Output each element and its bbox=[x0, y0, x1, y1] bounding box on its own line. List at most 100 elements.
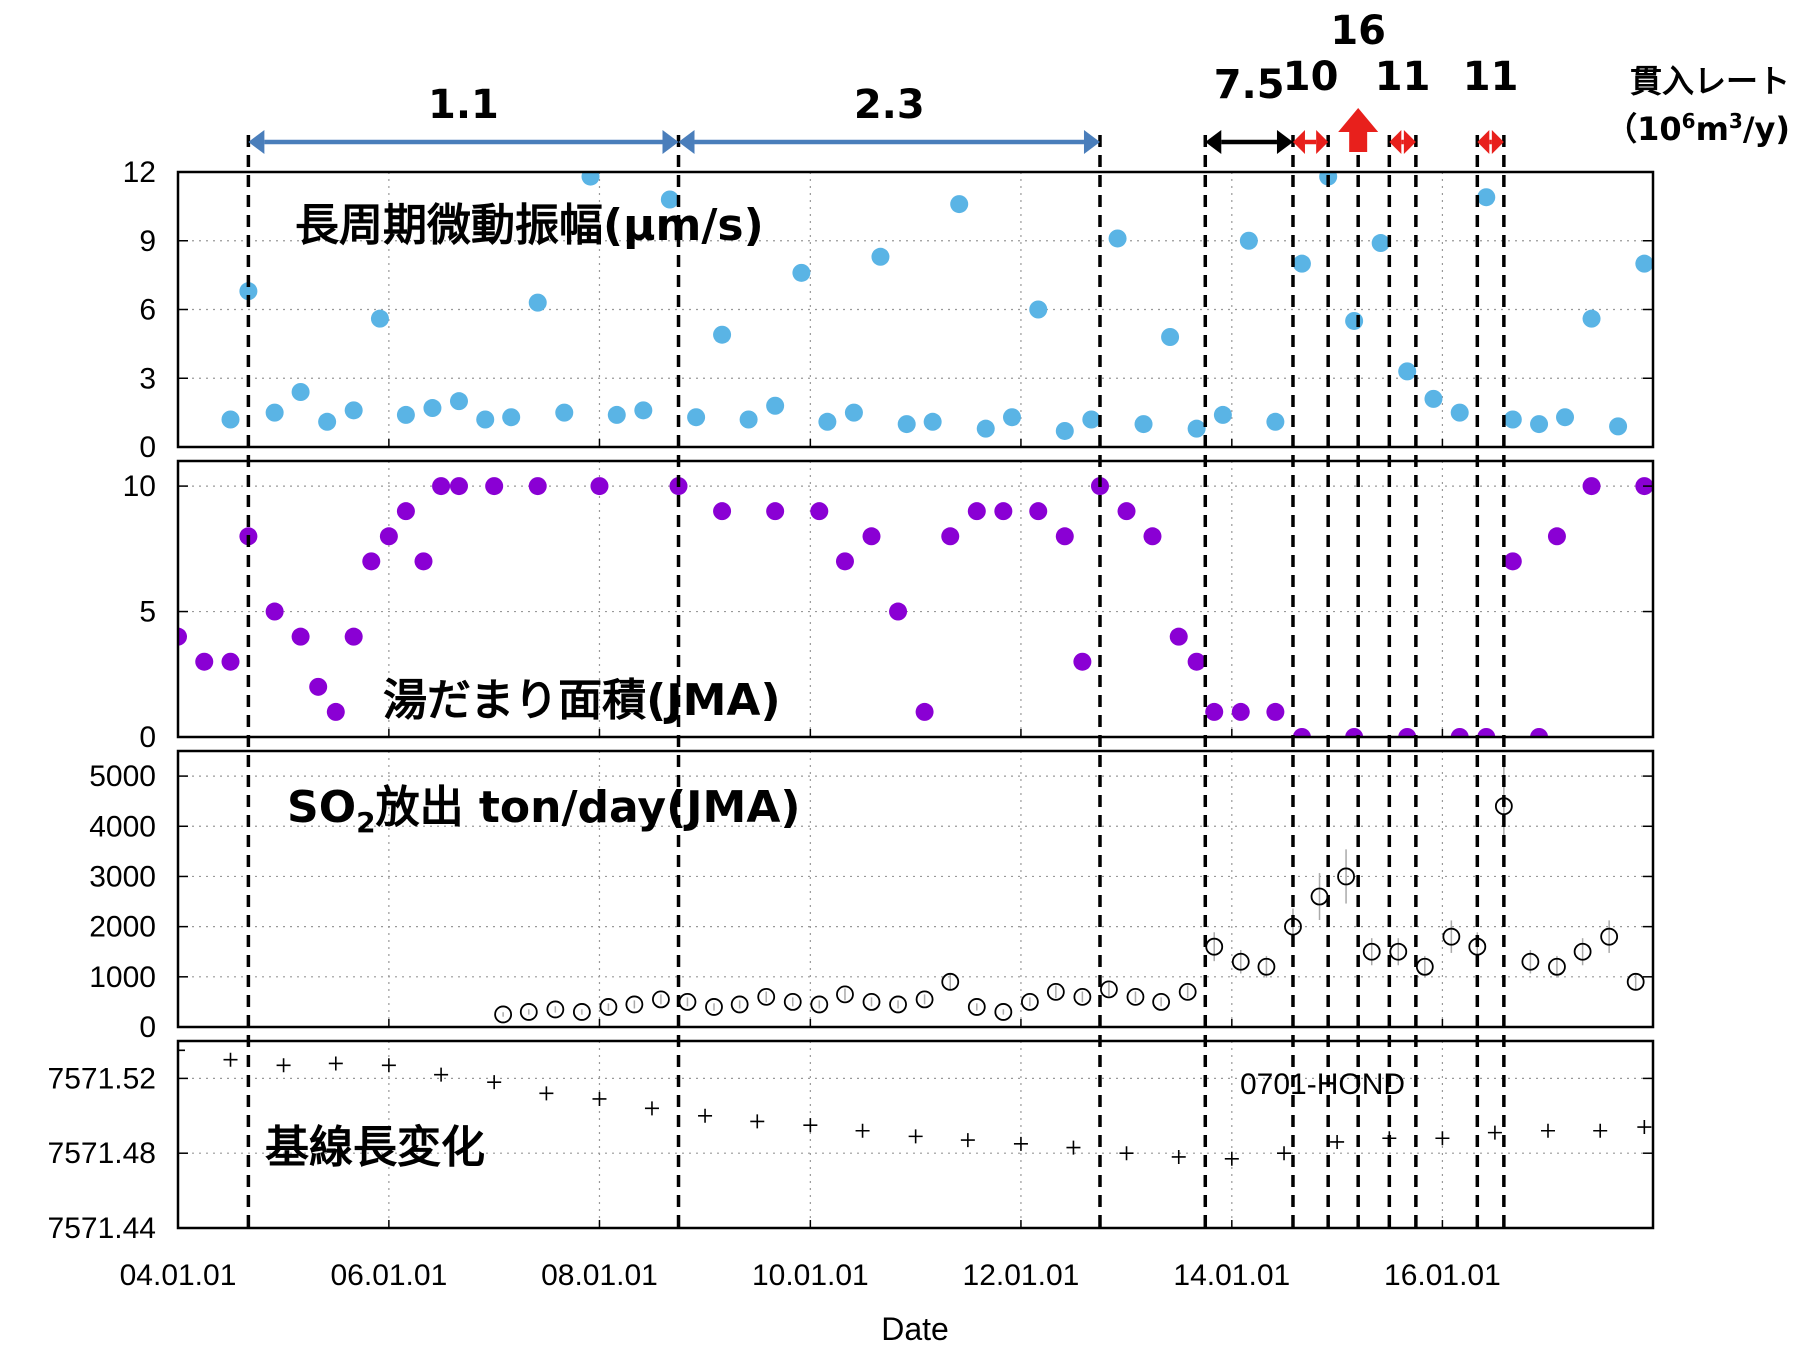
data-point bbox=[414, 552, 433, 571]
data-point bbox=[960, 1133, 975, 1148]
x-tick-label: 14.01.01 bbox=[1173, 1259, 1290, 1292]
data-point bbox=[792, 263, 811, 282]
data-point bbox=[625, 995, 644, 1014]
lake-area-panel-title: 湯だまり面積(JMA) bbox=[383, 675, 781, 726]
x-tick-label: 12.01.01 bbox=[963, 1259, 1080, 1292]
data-point bbox=[836, 985, 854, 1004]
data-point bbox=[889, 995, 907, 1014]
data-point bbox=[1573, 942, 1592, 961]
data-point bbox=[941, 972, 960, 991]
y-tick-label: 7571.44 bbox=[48, 1212, 156, 1245]
data-point bbox=[1073, 987, 1092, 1006]
data-point bbox=[1292, 728, 1311, 737]
data-point bbox=[1477, 728, 1496, 737]
data-point bbox=[1337, 867, 1355, 886]
data-point bbox=[1600, 927, 1619, 946]
data-point bbox=[178, 1043, 185, 1058]
data-point bbox=[1435, 1131, 1450, 1146]
x-tick-label: 06.01.01 bbox=[330, 1259, 447, 1292]
data-point bbox=[1389, 942, 1408, 961]
data-point bbox=[494, 1005, 513, 1024]
y-tick-label: 7571.52 bbox=[48, 1062, 156, 1095]
data-point bbox=[1231, 702, 1250, 721]
data-point bbox=[1266, 702, 1285, 721]
data-point bbox=[1521, 952, 1540, 971]
data-point bbox=[432, 477, 451, 496]
y-tick-label: 9 bbox=[139, 225, 156, 258]
rate-arrow-head-right bbox=[1083, 130, 1100, 154]
y-tick-label: 6 bbox=[139, 294, 156, 327]
data-point bbox=[644, 1101, 659, 1116]
data-point bbox=[1450, 728, 1469, 737]
data-point bbox=[967, 998, 986, 1016]
data-point bbox=[1239, 231, 1258, 250]
data-point bbox=[599, 998, 618, 1016]
data-point bbox=[344, 627, 363, 646]
data-point bbox=[265, 602, 284, 621]
data-point bbox=[1231, 952, 1250, 971]
rate-label: 1.1 bbox=[428, 82, 499, 128]
rate-arrow-head-left bbox=[1477, 130, 1490, 154]
data-point bbox=[607, 405, 626, 424]
data-point bbox=[835, 552, 854, 571]
data-point bbox=[502, 408, 521, 427]
data-point bbox=[941, 527, 960, 546]
data-point bbox=[766, 396, 785, 415]
data-point bbox=[810, 502, 829, 521]
panel-frame-baseline bbox=[176, 1039, 1655, 1230]
data-point bbox=[1582, 477, 1601, 496]
event-lines bbox=[246, 135, 1506, 1228]
y-tick-label: 0 bbox=[139, 721, 156, 754]
data-point bbox=[730, 995, 749, 1014]
data-point bbox=[362, 552, 381, 571]
data-point bbox=[528, 477, 547, 496]
data-point bbox=[766, 502, 785, 521]
baseline-site-label: 0701-HOND bbox=[1240, 1068, 1405, 1101]
data-point bbox=[528, 293, 547, 312]
rate-arrow-head-left bbox=[248, 130, 265, 154]
data-point bbox=[1205, 702, 1224, 721]
rate-label: 16 bbox=[1330, 8, 1386, 54]
data-point bbox=[1066, 1140, 1081, 1155]
rate-label: 10 bbox=[1283, 54, 1339, 100]
data-point bbox=[1055, 527, 1074, 546]
data-point bbox=[1530, 728, 1549, 737]
data-point bbox=[546, 1000, 565, 1019]
rate-arrow-head-left bbox=[1292, 130, 1305, 154]
y-tick-label: 12 bbox=[123, 156, 156, 189]
data-point bbox=[1503, 410, 1522, 429]
data-point bbox=[967, 502, 986, 521]
data-point bbox=[713, 325, 732, 344]
data-point bbox=[757, 987, 776, 1006]
data-point bbox=[309, 677, 328, 696]
data-point bbox=[810, 995, 829, 1014]
data-point bbox=[1398, 362, 1417, 381]
data-point bbox=[1126, 987, 1145, 1006]
data-point bbox=[897, 415, 916, 434]
data-point bbox=[1626, 972, 1645, 991]
data-point bbox=[844, 403, 863, 422]
data-point bbox=[1345, 311, 1364, 330]
data-point bbox=[652, 990, 670, 1009]
rate-arrow-head-right bbox=[1491, 130, 1504, 154]
panel-3-points bbox=[178, 1043, 1652, 1166]
data-point bbox=[976, 419, 995, 438]
x-axis-label: Date bbox=[881, 1311, 949, 1345]
data-point bbox=[485, 477, 504, 496]
rate-arrow-head-right bbox=[1316, 130, 1329, 154]
tremor-panel-title: 長周期微動振幅(μm/s) bbox=[295, 200, 764, 251]
data-point bbox=[291, 627, 310, 646]
data-point bbox=[1548, 957, 1566, 976]
data-point bbox=[449, 392, 468, 411]
x-tick-label: 16.01.01 bbox=[1384, 1259, 1501, 1292]
rate-arrow-head-left bbox=[1389, 130, 1402, 154]
data-point bbox=[1055, 421, 1074, 440]
y-tick-label: 0 bbox=[139, 1011, 156, 1044]
data-point bbox=[1134, 415, 1153, 434]
grid-layer bbox=[178, 172, 1653, 1228]
data-point bbox=[381, 1058, 396, 1073]
data-point bbox=[862, 527, 881, 546]
data-point bbox=[1530, 415, 1549, 434]
panel-1-points bbox=[178, 477, 1653, 737]
rate-arrow-head-left bbox=[1205, 130, 1222, 154]
